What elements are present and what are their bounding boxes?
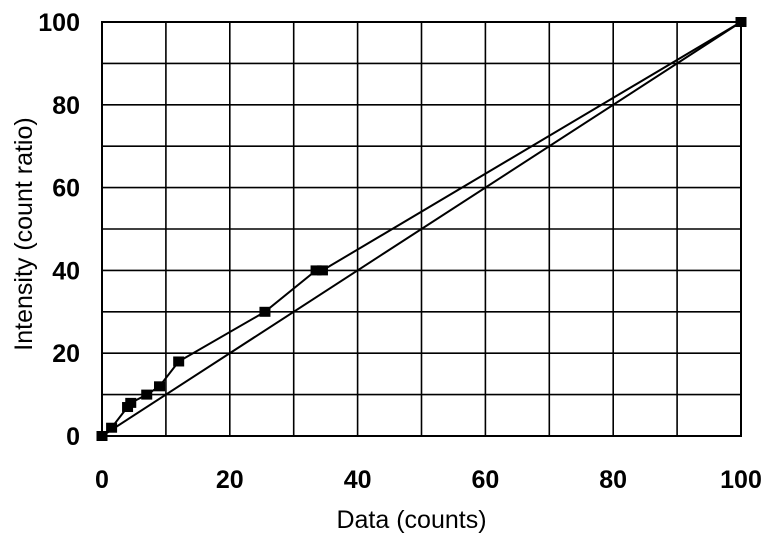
x-axis-label: Data (counts) (336, 506, 486, 534)
plot-frame (101, 21, 742, 437)
y-axis-label: Intensity (count ratio) (10, 117, 38, 350)
x-tick-label: 0 (95, 466, 109, 494)
data-point-marker (259, 306, 271, 317)
data-point-marker (141, 389, 153, 400)
x-tick-label: 20 (216, 466, 244, 494)
data-point-marker (154, 381, 166, 392)
y-tick-label: 60 (52, 175, 80, 203)
y-tick-label: 80 (52, 92, 80, 120)
x-tick-label: 100 (720, 466, 762, 494)
y-tick-label: 100 (38, 9, 80, 37)
tick-labels: 0 20 40 60 80 100 0 20 40 60 80 100 (38, 9, 762, 494)
data-point-marker (316, 265, 328, 276)
series-group (96, 17, 747, 441)
x-tick-label: 40 (344, 466, 372, 494)
y-tick-label: 40 (52, 257, 80, 285)
data-point-marker (310, 265, 322, 276)
x-tick-label: 80 (599, 466, 627, 494)
data-point-marker (106, 422, 118, 433)
y-tick-label: 20 (52, 340, 80, 368)
series-line-2 (101, 21, 742, 437)
y-tick-label: 0 (66, 423, 80, 451)
data-point-marker (125, 397, 137, 408)
data-point-marker (173, 356, 185, 367)
x-tick-label: 60 (471, 466, 499, 494)
